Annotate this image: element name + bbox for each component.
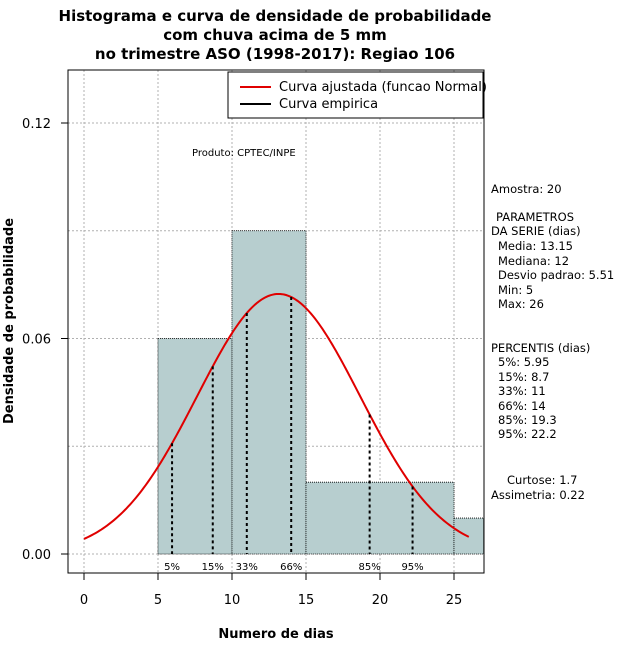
normal-curve-group [83, 292, 470, 540]
histogram-bar-2 [305, 481, 455, 555]
legend: Curva ajustada (funcao Normal) Curva emp… [227, 71, 487, 119]
percentis-line-7: 95%: 22.2 [498, 427, 557, 441]
percentile-label-3: 66% [280, 562, 302, 573]
histogram-bar-1 [231, 230, 307, 555]
y-axis: 0.00 0.06 0.12 [22, 117, 69, 563]
chart-title-line-1: Histograma e curva de densidade de proba… [59, 7, 492, 25]
percentile-label-4: 85% [359, 562, 381, 573]
parametros-line-4: Mediana: 12 [498, 254, 569, 268]
parametros-line-2: DA SERIE (dias) [491, 224, 581, 238]
amostra-text: Amostra: 20 [491, 182, 562, 196]
curtose-text: Curtose: 1.7 [507, 473, 577, 487]
chart-title-line-3: no trimestre ASO (1998-2017): Regiao 106 [95, 45, 455, 63]
legend-box [227, 71, 484, 119]
parametros-line-3: Media: 13.15 [498, 239, 573, 253]
percentis-line-2: 5%: 5.95 [498, 355, 549, 369]
x-axis-label: Numero de dias [218, 627, 334, 642]
parametros-line-1: PARAMETROS [496, 210, 574, 224]
assimetria-text: Assimetria: 0.22 [491, 488, 585, 502]
percentile-label-0: 5% [164, 562, 180, 573]
x-tick-label-2: 10 [224, 593, 241, 608]
percentile-label-5: 95% [401, 562, 423, 573]
x-tick-label-5: 25 [446, 593, 463, 608]
percentis-line-5: 66%: 14 [498, 399, 546, 413]
percentis-line-3: 15%: 8.7 [498, 370, 549, 384]
parametros-line-6: Min: 5 [498, 283, 533, 297]
x-axis: 0 5 10 15 20 25 [80, 572, 463, 608]
normal-curve [83, 292, 470, 540]
x-tick-label-0: 0 [80, 593, 88, 608]
percentile-label-2: 33% [236, 562, 258, 573]
y-tick-label-1: 0.06 [22, 332, 51, 347]
stats-panel: Amostra: 20 PARAMETROS DA SERIE (dias) M… [491, 182, 614, 502]
percentile-markers: 5% 15% 33% 66% 85% 95% [164, 297, 424, 573]
y-tick-label-0: 0.00 [22, 548, 51, 563]
percentile-label-1: 15% [202, 562, 224, 573]
y-axis-label: Densidade de probabilidade [2, 218, 17, 424]
percentis-line-1: PERCENTIS (dias) [491, 341, 590, 355]
legend-label-empirical: Curva empirica [279, 97, 378, 112]
parametros-line-5: Desvio padrao: 5.51 [498, 268, 614, 282]
percentis-line-4: 33%: 11 [498, 384, 546, 398]
y-tick-label-2: 0.12 [22, 117, 51, 132]
histogram-bars [157, 230, 485, 555]
parametros-line-7: Max: 26 [498, 297, 544, 311]
chart-title-line-2: com chuva acima de 5 mm [163, 26, 387, 44]
x-tick-label-4: 20 [372, 593, 389, 608]
legend-label-normal: Curva ajustada (funcao Normal) [279, 80, 487, 95]
x-tick-label-3: 15 [298, 593, 315, 608]
produto-label: Produto: CPTEC/INPE [192, 148, 296, 159]
percentis-line-6: 85%: 19.3 [498, 413, 557, 427]
x-tick-label-1: 5 [154, 593, 162, 608]
histogram-bar-0 [157, 338, 233, 555]
